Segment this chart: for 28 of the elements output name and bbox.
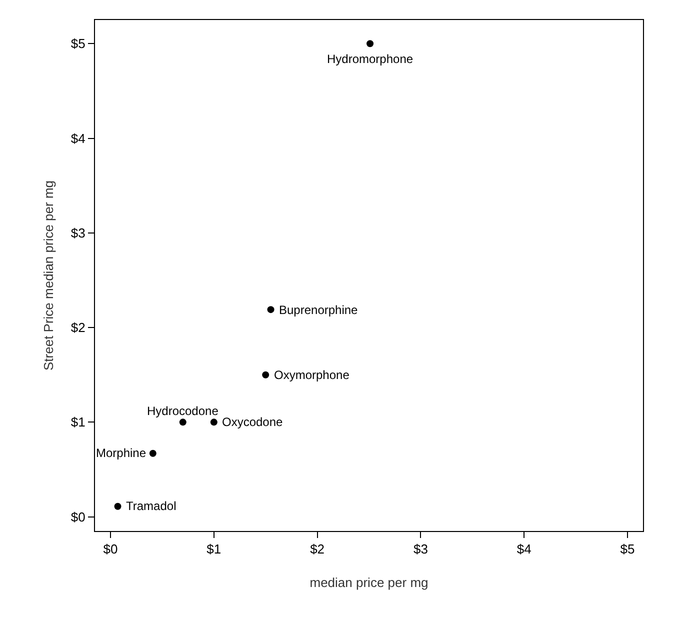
y-tick-label: $1 bbox=[70, 414, 86, 430]
point bbox=[179, 418, 186, 426]
x-tick-label: $0 bbox=[103, 542, 118, 557]
annotation: Oxycodone bbox=[222, 415, 284, 429]
x-tick-label: $2 bbox=[310, 542, 325, 557]
point bbox=[366, 40, 374, 48]
annotation: Oxymorphone bbox=[274, 368, 350, 382]
x-tick-label: $3 bbox=[413, 542, 428, 557]
point bbox=[149, 450, 156, 457]
point bbox=[267, 306, 274, 314]
annotation: Hydromorphone bbox=[327, 52, 414, 66]
x-tick-label: $1 bbox=[206, 542, 222, 557]
x-tick-label: $4 bbox=[516, 542, 532, 557]
annotation: Morphine bbox=[96, 446, 146, 460]
y-axis-title: Street Price median price per mg bbox=[40, 180, 56, 371]
x-tick-label: $5 bbox=[620, 542, 635, 557]
annotation: Tramadol bbox=[126, 499, 176, 513]
y-tick-label: $0 bbox=[70, 509, 86, 524]
y-tick-label: $2 bbox=[70, 320, 86, 336]
y-tick-label: $3 bbox=[70, 225, 86, 240]
annotation: Hydrocodone bbox=[147, 404, 219, 418]
x-axis-title: median price per mg bbox=[310, 575, 428, 590]
annotation: Buprenorphine bbox=[279, 303, 358, 317]
point bbox=[210, 418, 218, 426]
point bbox=[114, 502, 122, 510]
y-tick-label: $5 bbox=[70, 36, 86, 52]
y-tick-label: $4 bbox=[70, 130, 86, 146]
point bbox=[262, 371, 270, 378]
